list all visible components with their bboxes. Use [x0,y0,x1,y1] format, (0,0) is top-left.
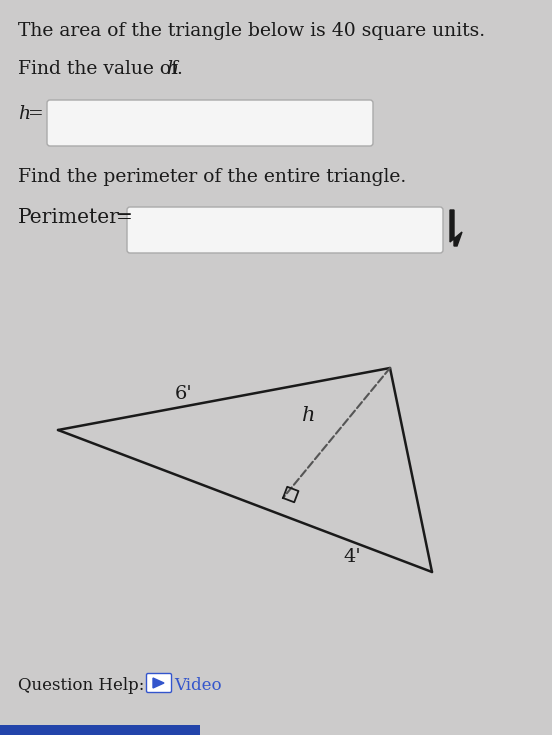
FancyBboxPatch shape [146,673,172,692]
Bar [0,725,200,735]
FancyBboxPatch shape [127,207,443,253]
Text: h: h [166,60,178,78]
Text: Perimeter: Perimeter [18,208,120,227]
Text: Find the perimeter of the entire triangle.: Find the perimeter of the entire triangl… [18,168,406,186]
Text: 6': 6' [175,385,193,403]
FancyBboxPatch shape [47,100,373,146]
Text: Find the value of: Find the value of [18,60,184,78]
Text: 4': 4' [344,548,362,566]
Text: h: h [302,406,315,425]
Text: Question Help:: Question Help: [18,677,145,694]
Polygon shape [450,210,462,246]
Text: Video: Video [174,677,221,694]
Text: =: = [28,105,44,123]
Text: =: = [116,208,133,227]
Text: .: . [176,60,182,78]
Polygon shape [153,678,164,688]
Text: The area of the triangle below is 40 square units.: The area of the triangle below is 40 squ… [18,22,485,40]
Text: h: h [18,105,30,123]
